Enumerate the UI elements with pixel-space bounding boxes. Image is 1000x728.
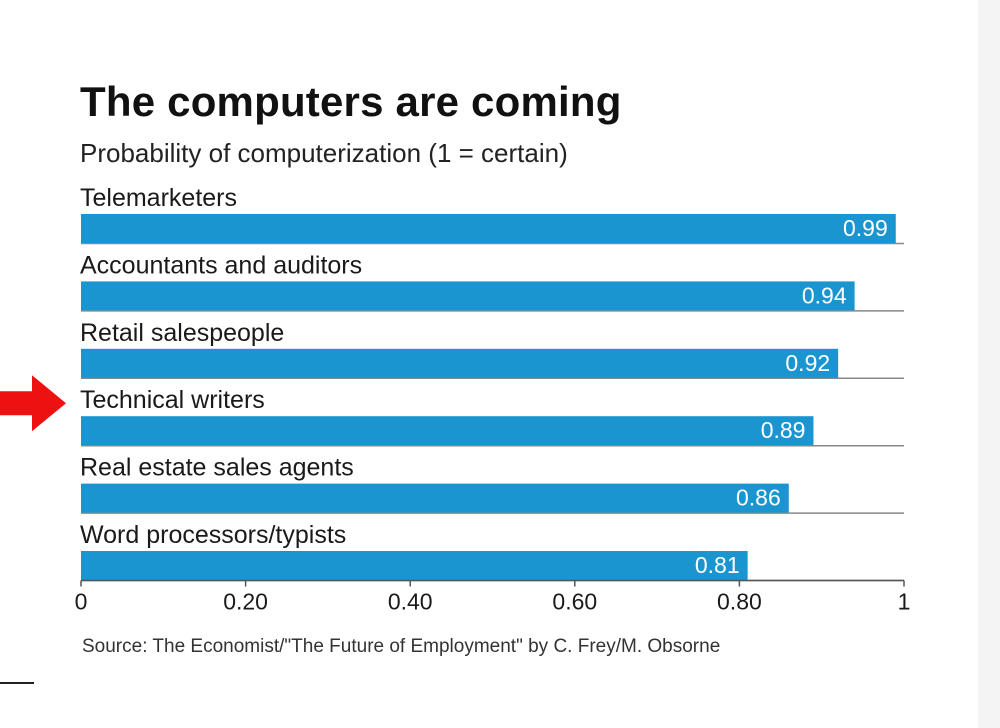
chart-title: The computers are coming xyxy=(80,78,622,125)
x-tick-label: 0 xyxy=(75,589,88,615)
value-label: 0.89 xyxy=(761,417,806,443)
x-tick-label: 0.40 xyxy=(388,589,433,615)
source-note: Source: The Economist/"The Future of Emp… xyxy=(82,636,721,657)
value-label: 0.92 xyxy=(785,350,830,376)
value-label: 0.99 xyxy=(843,215,888,241)
category-label: Technical writers xyxy=(80,386,265,414)
bar-chart: Telemarketers 0.99 Accountants and auditor… xyxy=(0,184,911,615)
x-tick-label: 0.80 xyxy=(717,589,762,615)
x-tick-label: 0.20 xyxy=(223,589,268,615)
category-label: Retail salespeople xyxy=(80,319,284,347)
x-tick-label: 0.60 xyxy=(552,589,597,615)
bar xyxy=(81,416,814,446)
category-label: Word processors/typists xyxy=(80,521,346,549)
value-label: 0.81 xyxy=(695,552,740,578)
bar xyxy=(81,551,748,580)
chart-panel: The computers are coming Probability of … xyxy=(0,0,978,728)
category-label: Real estate sales agents xyxy=(80,454,354,482)
bar xyxy=(81,214,896,243)
highlight-arrow-icon xyxy=(0,375,66,432)
value-label: 0.94 xyxy=(802,282,847,308)
edge-divider xyxy=(0,682,34,684)
bar xyxy=(81,348,839,378)
category-label: Accountants and auditors xyxy=(80,251,362,279)
bar xyxy=(81,281,855,311)
chart-subtitle: Probability of computerization (1 = cert… xyxy=(80,138,568,168)
category-label: Telemarketers xyxy=(80,184,237,212)
value-label: 0.86 xyxy=(736,485,781,511)
x-tick-label: 1 xyxy=(898,589,911,615)
bar xyxy=(81,483,789,513)
